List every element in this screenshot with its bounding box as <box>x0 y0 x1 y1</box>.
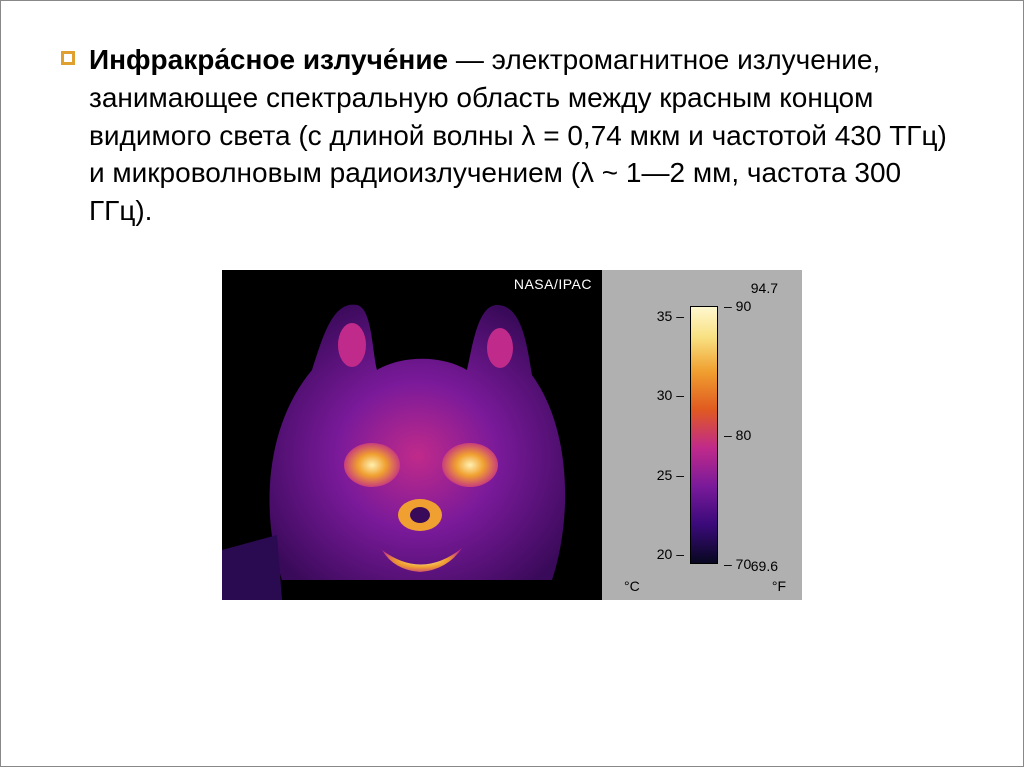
fahrenheit-tick: – 70 <box>724 556 751 572</box>
unit-f: °F <box>772 578 786 594</box>
bullet-icon <box>61 51 75 65</box>
bullet-row: Инфракра́сное излуче́ние — электромагнит… <box>61 41 963 230</box>
watermark-text: NASA/IPAC <box>514 276 592 292</box>
colorbar <box>690 306 718 564</box>
thermal-svg <box>222 270 602 600</box>
unit-c: °C <box>624 578 640 594</box>
fahrenheit-ticks: – 90 – 80 – 70 <box>724 280 751 590</box>
fahrenheit-tick: – 80 <box>724 427 751 443</box>
definition-text: Инфракра́сное излуче́ние — электромагнит… <box>89 41 963 230</box>
scale-inner: 35 – 30 – 25 – 20 – – 90 – 80 – 70 <box>657 280 752 590</box>
unit-row: °C °F <box>602 578 802 594</box>
fahrenheit-tick: – 90 <box>724 298 751 314</box>
slide: Инфракра́сное излуче́ние — электромагнит… <box>0 0 1024 767</box>
scale-top-f: 94.7 <box>751 280 778 296</box>
term-bold: Инфракра́сное излуче́ние <box>89 44 448 75</box>
thermal-image: NASA/IPAC <box>222 270 602 600</box>
celsius-ticks: 35 – 30 – 25 – 20 – <box>657 280 684 590</box>
figure-row: NASA/IPAC 94.7 69.6 35 – 30 – 25 – 20 – – 9… <box>61 270 963 600</box>
celsius-tick: 35 – <box>657 308 684 324</box>
celsius-tick: 20 – <box>657 546 684 562</box>
scale-panel: 94.7 69.6 35 –30 –25 –20 – – 90– 80– 70 … <box>602 270 802 600</box>
celsius-tick: 30 – <box>657 387 684 403</box>
scale-bot-f: 69.6 <box>751 558 778 574</box>
celsius-tick: 25 – <box>657 467 684 483</box>
